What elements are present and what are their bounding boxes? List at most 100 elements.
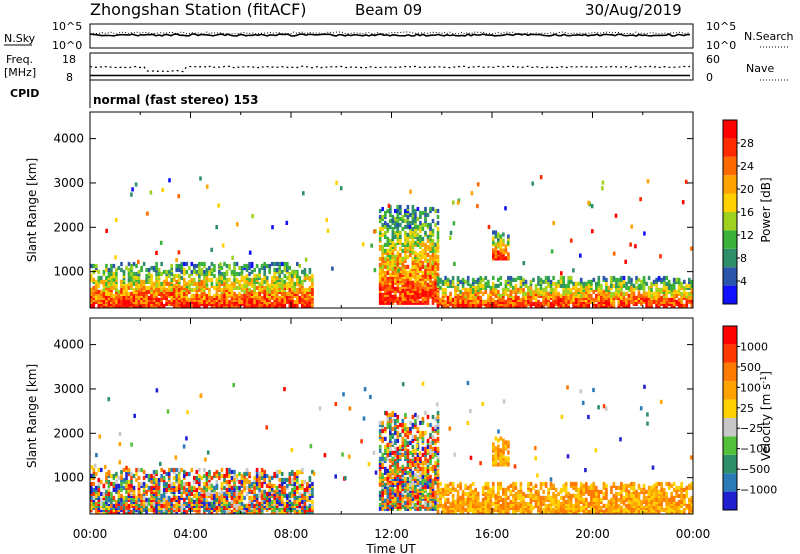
heatmap-cell xyxy=(614,213,618,218)
heatmap-cell xyxy=(120,287,123,292)
heatmap-cell xyxy=(132,271,136,277)
heatmap-cell xyxy=(228,473,231,479)
heatmap-cell xyxy=(414,274,417,279)
heatmap-cell xyxy=(487,489,490,494)
colorbar-tick-label: 12 xyxy=(740,229,754,242)
heatmap-cell xyxy=(303,495,307,500)
heatmap-cell xyxy=(489,285,493,290)
heatmap-cell xyxy=(411,470,415,475)
heatmap-cell xyxy=(399,266,402,271)
heatmap-cell xyxy=(408,224,412,229)
heatmap-cell xyxy=(263,289,266,294)
cpid-value: normal (fast stereo) 153 xyxy=(93,93,259,107)
heatmap-cell xyxy=(203,261,206,267)
heatmap-cell xyxy=(389,224,392,230)
heatmap-cell xyxy=(205,471,209,477)
heatmap-cell xyxy=(559,293,563,298)
heatmap-cell xyxy=(635,301,638,306)
heatmap-cell xyxy=(577,281,580,286)
heatmap-cell xyxy=(155,483,158,488)
heatmap-cell xyxy=(303,501,307,506)
heatmap-cell xyxy=(562,279,565,284)
heatmap-cell xyxy=(416,468,420,473)
heatmap-cell xyxy=(409,450,412,455)
heatmap-cell xyxy=(481,299,485,304)
heatmap-cell xyxy=(394,430,397,436)
heatmap-cell xyxy=(399,466,402,471)
heatmap-cell xyxy=(406,280,410,285)
heatmap-cell xyxy=(177,250,181,255)
heatmap-cell xyxy=(92,467,96,473)
heatmap-cell xyxy=(280,485,284,490)
heatmap-cell xyxy=(97,275,101,281)
heatmap-cell xyxy=(384,482,387,487)
heatmap-cell xyxy=(426,422,430,428)
heatmap-cell xyxy=(665,281,668,286)
heatmap-cell xyxy=(502,287,505,292)
heatmap-cell xyxy=(155,477,158,483)
heatmap-cell xyxy=(258,267,261,273)
heatmap-cell xyxy=(215,291,219,296)
heatmap-cell xyxy=(152,293,156,298)
heatmap-cell xyxy=(135,495,138,500)
heatmap-cell xyxy=(203,489,206,494)
heatmap-cell xyxy=(230,291,234,296)
heatmap-cell xyxy=(102,491,106,496)
heatmap-cell xyxy=(177,473,181,479)
heatmap-cell xyxy=(205,503,209,508)
heatmap-cell xyxy=(125,495,128,500)
heatmap-cell xyxy=(424,250,427,255)
heatmap-cell xyxy=(288,299,292,304)
heatmap-cell xyxy=(223,299,226,304)
heatmap-cell xyxy=(298,263,302,269)
heatmap-cell xyxy=(102,287,106,292)
heatmap-cell xyxy=(283,273,287,279)
heatmap-cell xyxy=(125,483,128,488)
heatmap-cell xyxy=(569,293,573,298)
heatmap-cell xyxy=(275,509,279,514)
heatmap-cell xyxy=(659,254,662,259)
heatmap-cell xyxy=(672,277,676,282)
heatmap-cell xyxy=(464,303,467,308)
heatmap-cell xyxy=(258,281,261,286)
heatmap-cell xyxy=(95,471,98,477)
heatmap-cell xyxy=(190,303,194,308)
heatmap-cell xyxy=(157,485,161,490)
heatmap-cell xyxy=(142,285,146,290)
heatmap-cell xyxy=(208,481,211,487)
heatmap-cell xyxy=(409,189,412,194)
heatmap-cell xyxy=(426,414,430,420)
heatmap-cell xyxy=(303,287,307,292)
heatmap-cell xyxy=(384,502,387,507)
heatmap-cell xyxy=(122,299,126,304)
heatmap-cell xyxy=(122,485,126,490)
heatmap-cell xyxy=(552,275,555,281)
heatmap-cell xyxy=(484,299,488,304)
heatmap-cell xyxy=(431,248,435,253)
heatmap-cell xyxy=(278,295,281,300)
heatmap-cell xyxy=(278,495,281,500)
heatmap-cell xyxy=(130,479,133,485)
heatmap-cell xyxy=(474,289,477,294)
heatmap-cell xyxy=(409,212,412,218)
power-ylabel: Slant Range [km] xyxy=(25,158,39,262)
heatmap-cell xyxy=(409,294,412,299)
heatmap-cell xyxy=(386,242,390,247)
nave-right-tick-bottom: 0 xyxy=(706,71,713,84)
heatmap-cell xyxy=(411,486,415,491)
heatmap-cell xyxy=(439,297,442,302)
heatmap-cell xyxy=(167,291,171,296)
heatmap-cell xyxy=(127,479,131,485)
heatmap-cell xyxy=(235,477,239,483)
heatmap-cell xyxy=(645,281,648,286)
heatmap-cell xyxy=(280,471,284,477)
heatmap-cell xyxy=(514,291,518,296)
heatmap-cell xyxy=(130,277,133,282)
heatmap-cell xyxy=(223,473,226,479)
heatmap-cell xyxy=(512,285,515,290)
heatmap-cell xyxy=(130,475,133,481)
heatmap-cell xyxy=(414,284,417,289)
heatmap-cell xyxy=(391,280,395,285)
heatmap-cell xyxy=(675,289,678,294)
heatmap-cell xyxy=(484,507,488,512)
